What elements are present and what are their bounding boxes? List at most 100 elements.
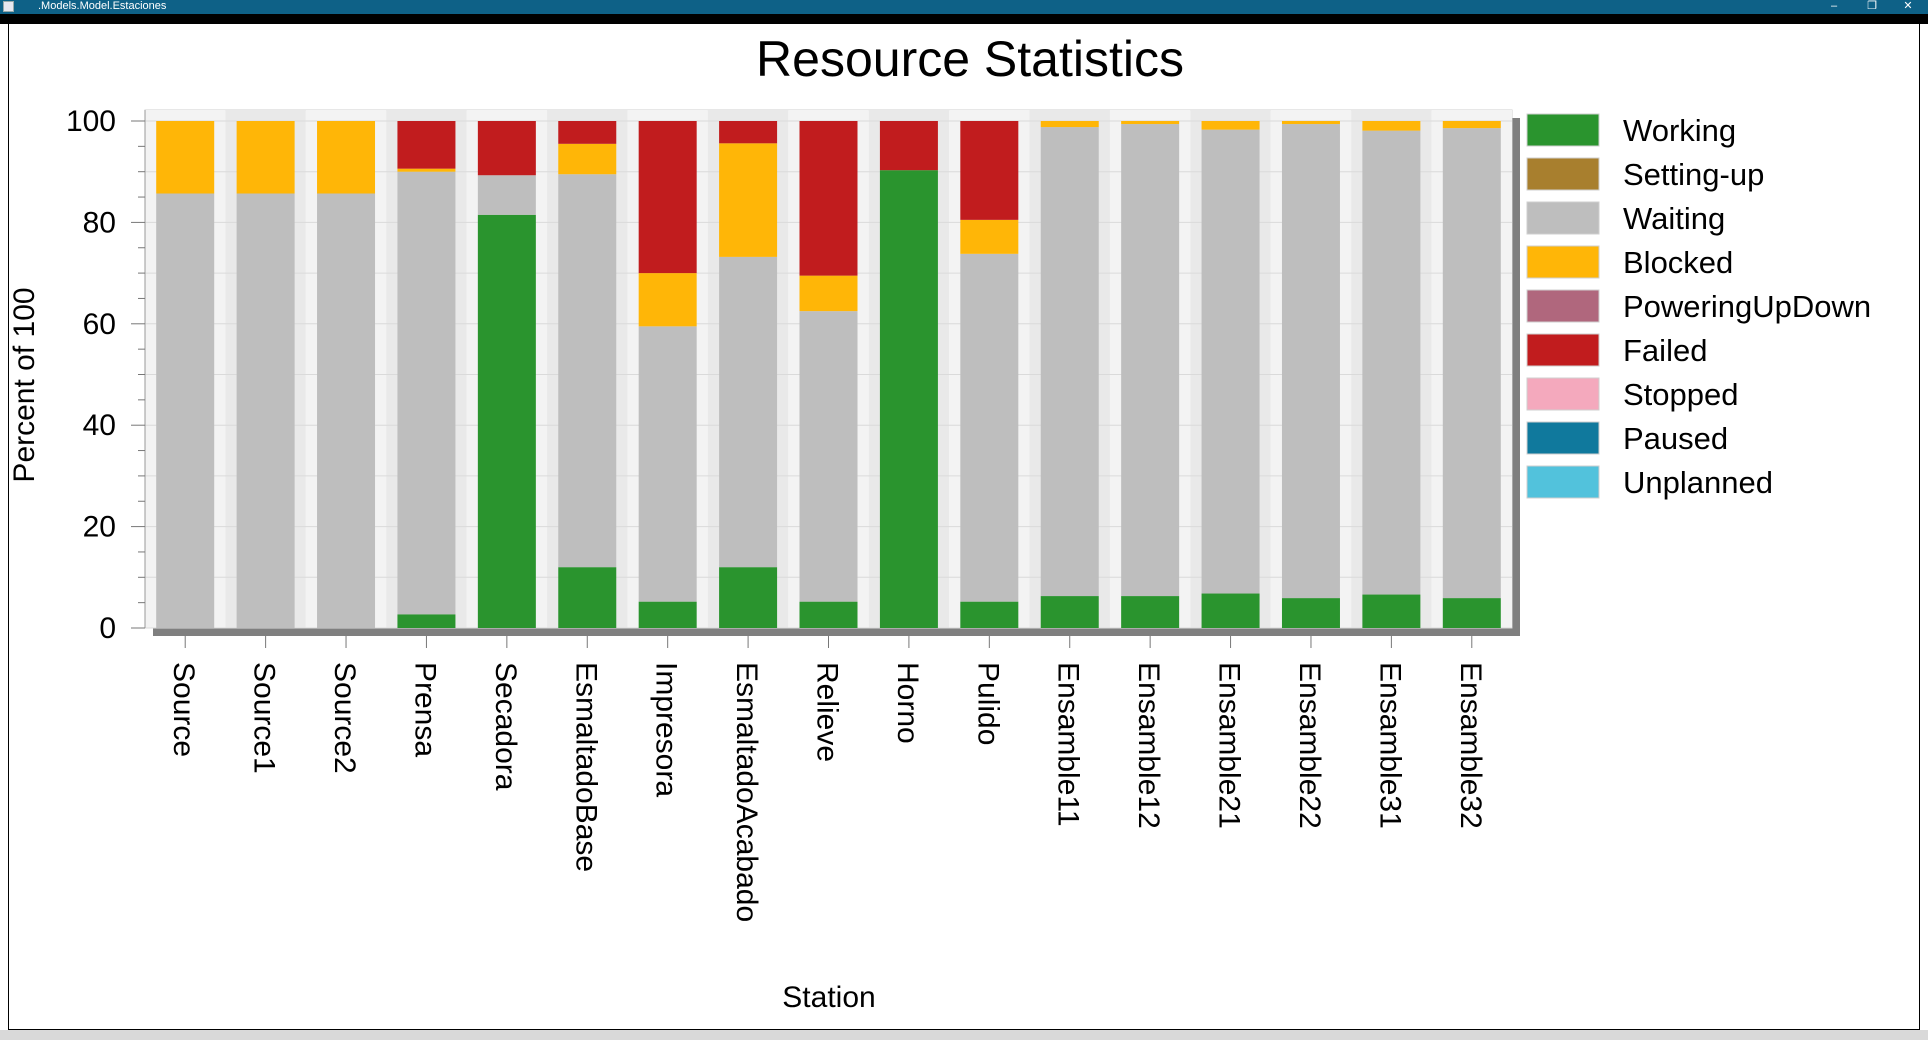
x-category-label: Relieve (811, 662, 844, 762)
bar-Relieve-Blocked (799, 275, 858, 312)
x-category-label: Ensamble12 (1132, 662, 1165, 829)
bar-Prensa-Working (397, 614, 456, 628)
y-tick-label: 40 (83, 409, 116, 442)
bar-Horno-Failed (879, 121, 938, 171)
x-axis-label: Station (782, 981, 875, 1014)
y-tick-label: 100 (66, 105, 116, 138)
bar-Source-Blocked (156, 121, 215, 194)
legend-label: Blocked (1623, 245, 1733, 280)
y-tick-label: 20 (83, 511, 116, 544)
x-category-label: Pulido (971, 662, 1004, 745)
plot-area (144, 109, 1520, 636)
bar-Ensamble11-Blocked (1040, 121, 1099, 128)
legend-label: Failed (1623, 333, 1707, 368)
close-icon[interactable]: ✕ (1903, 0, 1913, 12)
bar-Source2-Blocked (317, 121, 376, 194)
legend-swatch (1526, 201, 1600, 235)
legend-label: PoweringUpDown (1623, 289, 1871, 324)
app-icon (3, 1, 14, 12)
bar-Prensa-Blocked (397, 168, 456, 172)
bar-Pulido-Working (960, 601, 1019, 628)
bar-Impresora-Waiting (638, 326, 697, 602)
x-category-label: Secadora (489, 662, 522, 791)
legend-label: Setting-up (1623, 157, 1764, 192)
bar-Impresora-Blocked (638, 273, 697, 327)
bar-EsmaltadoAcabado-Waiting (719, 256, 778, 568)
bar-Relieve-Waiting (799, 311, 858, 602)
bar-Pulido-Failed (960, 121, 1019, 220)
bar-Prensa-Waiting (397, 171, 456, 615)
legend-label: Working (1623, 113, 1736, 148)
title-bar: .Models.Model.Estaciones – ❐ ✕ (0, 0, 1928, 14)
bar-Ensamble31-Working (1362, 594, 1421, 628)
bar-Secadora-Working (477, 214, 536, 629)
x-category-label: Ensamble31 (1373, 662, 1406, 829)
bar-Ensamble11-Working (1040, 596, 1099, 628)
bar-Impresora-Failed (638, 121, 697, 274)
bar-Secadora-Waiting (477, 175, 536, 215)
x-category-label: Ensamble22 (1293, 662, 1326, 829)
bar-Ensamble22-Waiting (1281, 124, 1340, 599)
bar-Source2-Waiting (317, 193, 376, 628)
bar-Ensamble32-Working (1442, 598, 1501, 628)
y-axis-label: Percent of 100 (8, 287, 41, 482)
bar-Ensamble12-Blocked (1121, 121, 1180, 125)
bar-EsmaltadoBase-Working (558, 567, 617, 628)
bar-Source1-Blocked (236, 121, 295, 194)
x-category-label: Prensa (408, 662, 441, 757)
x-category-label: Source2 (328, 662, 361, 774)
legend-swatch (1526, 465, 1600, 499)
bar-Ensamble32-Waiting (1442, 128, 1501, 599)
x-category-label: Source1 (248, 662, 281, 774)
bar-EsmaltadoBase-Blocked (558, 143, 617, 175)
toolbar-strip (0, 14, 1928, 24)
legend-label: Unplanned (1623, 465, 1773, 500)
legend-label: Paused (1623, 421, 1728, 456)
bar-Prensa-Failed (397, 121, 456, 169)
x-category-label: Horno (891, 662, 924, 744)
minimize-icon[interactable]: – (1830, 0, 1838, 12)
window-title: .Models.Model.Estaciones (38, 0, 167, 12)
bar-EsmaltadoAcabado-Failed (719, 121, 778, 144)
legend-swatch (1526, 421, 1600, 455)
bar-EsmaltadoBase-Failed (558, 121, 617, 144)
legend-label: Waiting (1623, 201, 1725, 236)
x-category-label: Ensamble11 (1052, 662, 1085, 827)
bar-Ensamble21-Working (1201, 593, 1260, 628)
bar-Ensamble31-Waiting (1362, 130, 1421, 595)
bar-EsmaltadoAcabado-Blocked (719, 143, 778, 257)
bar-Impresora-Working (638, 601, 697, 628)
x-category-label: Ensamble21 (1213, 662, 1246, 829)
y-tick-label: 60 (83, 308, 116, 341)
bar-Secadora-Failed (477, 121, 536, 176)
bar-Source-Waiting (156, 193, 215, 628)
x-category-label: EsmaltadoAcabado (730, 662, 763, 922)
bar-Relieve-Working (799, 601, 858, 628)
x-category-label: Impresora (650, 662, 683, 797)
bar-Pulido-Blocked (960, 219, 1019, 254)
bar-EsmaltadoAcabado-Working (719, 567, 778, 628)
legend-swatch (1526, 333, 1600, 367)
legend-swatch (1526, 113, 1600, 147)
bar-Ensamble12-Waiting (1121, 124, 1180, 597)
legend-swatch (1526, 377, 1600, 411)
legend: Working Setting-up Waiting Blocked PoweringU… (1526, 113, 1871, 500)
legend-swatch (1526, 157, 1600, 191)
bar-Source1-Waiting (236, 193, 295, 628)
legend-swatch (1526, 245, 1600, 279)
axes: 0 20 40 60 80 100 Source Source1 Source2 Prensa Se… (66, 105, 1487, 922)
legend-label: Stopped (1623, 377, 1739, 412)
bar-Pulido-Waiting (960, 253, 1019, 602)
x-category-label: Ensamble32 (1454, 662, 1487, 829)
bar-Ensamble21-Waiting (1201, 129, 1260, 594)
bar-Relieve-Failed (799, 121, 858, 276)
x-category-label: Source (167, 662, 200, 757)
bar-Ensamble22-Blocked (1281, 121, 1340, 125)
restore-icon[interactable]: ❐ (1867, 0, 1877, 12)
y-tick-label: 0 (99, 612, 116, 645)
bar-Ensamble12-Working (1121, 596, 1180, 628)
chart-title: Resource Statistics (756, 31, 1184, 87)
bar-Ensamble21-Blocked (1201, 121, 1260, 130)
y-tick-label: 80 (83, 206, 116, 239)
